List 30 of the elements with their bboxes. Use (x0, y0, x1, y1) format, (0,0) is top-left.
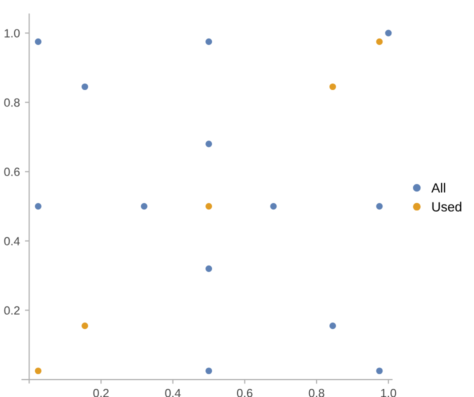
point (270, 203, 277, 210)
point (34, 203, 42, 210)
point (376, 368, 383, 374)
x-tick-label: 0.2 (93, 388, 109, 397)
point (206, 203, 212, 210)
point (206, 140, 212, 148)
point (329, 322, 336, 330)
legend-label: All (431, 182, 446, 192)
point (34, 38, 42, 46)
point (385, 30, 392, 36)
legend-label: Used (432, 202, 462, 212)
y-tick-label: 1.0 (4, 29, 20, 38)
point (206, 368, 212, 374)
point (329, 83, 336, 90)
point (140, 203, 148, 210)
point (376, 203, 383, 210)
y-tick-label: 0.8 (4, 98, 20, 107)
point (82, 83, 88, 90)
point (376, 38, 383, 46)
y-tick-label: 0.4 (4, 236, 20, 246)
x-tick-label: 0.8 (308, 388, 324, 397)
y-tick-label: 0.2 (4, 306, 20, 315)
y-tick-label: 0.6 (4, 168, 20, 176)
x-tick-label: 0.4 (165, 388, 181, 397)
point (34, 368, 42, 374)
point (82, 322, 88, 330)
point (206, 38, 212, 46)
x-tick-label: 0.6 (236, 388, 252, 397)
x-tick-label: 1.0 (381, 388, 396, 397)
point (206, 265, 212, 272)
